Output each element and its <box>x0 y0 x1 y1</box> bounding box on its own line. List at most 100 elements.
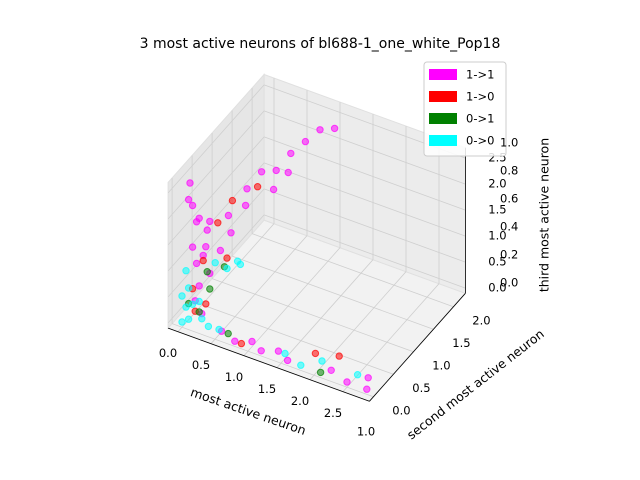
data-point <box>227 229 235 237</box>
data-point <box>195 282 203 290</box>
data-point <box>223 264 231 273</box>
overlay-y-tick-label: 0.6 <box>500 192 518 206</box>
data-point <box>316 368 325 377</box>
data-point <box>216 246 225 255</box>
x-tick-label: 1.0 <box>225 370 243 384</box>
data-point <box>184 195 193 204</box>
overlay-y-tick-label: 0.4 <box>500 220 518 234</box>
data-point <box>327 366 335 374</box>
data-point <box>184 284 193 292</box>
grid-line <box>276 259 374 368</box>
grid-line <box>309 271 407 380</box>
grid-line <box>263 162 466 237</box>
data-point <box>178 292 186 300</box>
data-point <box>188 243 197 251</box>
z-tick-label: 1.0 <box>488 229 506 243</box>
data-point <box>184 315 193 323</box>
x-tick-label: 1.5 <box>258 382 276 396</box>
z-tick-label: 0.0 <box>488 281 506 295</box>
data-point <box>253 183 262 191</box>
grid-line <box>243 247 341 356</box>
data-point <box>223 254 231 262</box>
data-point <box>301 137 310 146</box>
x-tick-label: 0.5 <box>192 358 210 372</box>
overlay-y-tick-label: 0.2 <box>500 248 518 262</box>
grid-line <box>251 233 454 308</box>
axis-line <box>167 327 370 402</box>
grid-line <box>263 188 466 263</box>
data-point <box>203 226 211 234</box>
data-point <box>198 315 206 323</box>
data-point <box>192 218 201 226</box>
data-point <box>284 168 292 177</box>
data-point <box>257 168 266 176</box>
y-tick-label: 0.5 <box>412 381 430 395</box>
data-point <box>231 337 239 345</box>
overlay-x-tick-label: 1.0 <box>357 425 375 439</box>
z-tick-label: 1.5 <box>488 203 506 217</box>
data-point <box>182 267 190 275</box>
data-point <box>241 201 250 210</box>
z-tick-label: 2.0 <box>488 177 506 191</box>
legend-swatch <box>429 91 457 102</box>
data-point <box>287 149 295 158</box>
data-point <box>206 285 214 293</box>
legend: 1->1 1->0 0->1 0->0 <box>423 61 507 157</box>
legend-swatch <box>429 69 457 80</box>
grid-line <box>231 255 434 330</box>
data-point <box>195 297 203 306</box>
y-tick-label: 2.0 <box>472 313 490 327</box>
data-point <box>237 339 246 348</box>
data-point <box>204 322 213 331</box>
overlay-y-tick-label: 0.0 <box>500 276 518 290</box>
legend-label: 1->0 <box>466 90 494 104</box>
data-point <box>199 256 207 265</box>
data-point <box>228 196 237 205</box>
data-point <box>297 361 305 369</box>
x-tick-label: 2.0 <box>291 394 309 408</box>
data-point <box>311 349 320 358</box>
data-point <box>272 166 280 175</box>
chart-title: 3 most active neurons of bl688-1_one_whi… <box>140 36 501 52</box>
data-point <box>224 329 232 338</box>
x-axis-label: most active neuron <box>189 384 308 438</box>
data-point <box>202 243 210 251</box>
data-point <box>186 179 194 187</box>
data-point <box>236 260 245 269</box>
data-point <box>243 185 251 193</box>
legend-label: 0->0 <box>466 134 494 148</box>
grid-line <box>167 110 265 220</box>
grid-line <box>263 214 466 289</box>
grid-line <box>263 136 466 211</box>
x-tick-label: 2.5 <box>324 406 342 420</box>
data-point <box>182 303 190 311</box>
grid-line <box>167 162 265 272</box>
data-point <box>274 347 283 355</box>
grid-line <box>171 323 374 398</box>
data-point <box>206 217 214 226</box>
data-point <box>211 259 219 267</box>
y-tick-label: 1.0 <box>432 358 450 372</box>
data-point <box>192 259 201 268</box>
data-point <box>318 357 326 365</box>
data-point <box>203 268 211 276</box>
data-point <box>188 201 197 210</box>
legend-swatch <box>429 135 457 146</box>
data-point <box>214 219 222 227</box>
data-point <box>330 124 339 133</box>
grid-line <box>167 136 265 246</box>
grid-line <box>263 110 466 185</box>
x-tick-label: 0.0 <box>159 346 177 360</box>
data-point <box>269 185 278 194</box>
data-point <box>353 371 362 379</box>
z-axis-label: third most active neuron <box>537 138 552 292</box>
overlay-y-tick-label: 0.8 <box>500 164 518 178</box>
data-point <box>248 337 256 346</box>
data-point <box>224 211 233 220</box>
data-point <box>364 374 372 382</box>
overlay-y-tick-label: 1.0 <box>500 136 518 150</box>
z-tick-label: 0.5 <box>488 255 506 269</box>
data-point <box>281 349 289 358</box>
data-point <box>363 385 371 393</box>
